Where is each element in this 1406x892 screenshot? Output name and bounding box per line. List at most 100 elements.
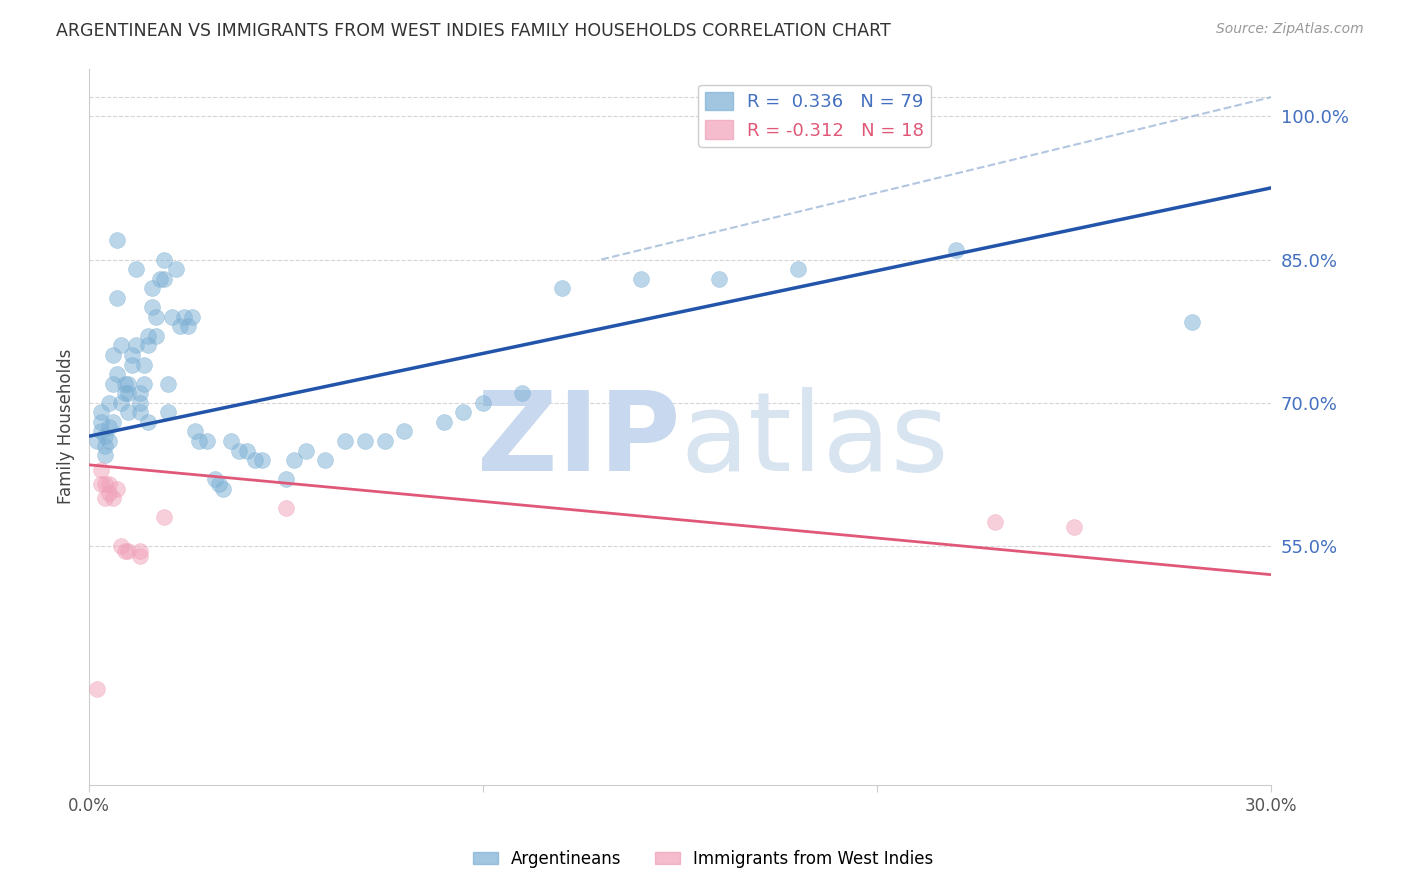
Point — [173, 310, 195, 324]
Point — [90, 425, 112, 439]
Point — [630, 271, 652, 285]
Point — [294, 443, 316, 458]
Point — [97, 486, 120, 500]
Point — [169, 319, 191, 334]
Point — [94, 477, 117, 491]
Point — [984, 515, 1007, 529]
Point — [129, 549, 152, 563]
Point — [90, 405, 112, 419]
Point — [97, 396, 120, 410]
Point — [136, 338, 159, 352]
Point — [121, 348, 143, 362]
Point — [90, 462, 112, 476]
Point — [274, 500, 297, 515]
Point — [1181, 315, 1204, 329]
Point — [1063, 520, 1085, 534]
Point — [354, 434, 377, 448]
Point — [335, 434, 357, 448]
Point — [117, 405, 139, 419]
Point — [394, 425, 416, 439]
Point — [243, 453, 266, 467]
Point — [125, 262, 148, 277]
Point — [176, 319, 198, 334]
Point — [141, 300, 163, 314]
Point — [156, 405, 179, 419]
Point — [145, 310, 167, 324]
Point — [121, 358, 143, 372]
Point — [228, 443, 250, 458]
Point — [433, 415, 456, 429]
Point — [86, 434, 108, 448]
Point — [101, 415, 124, 429]
Point — [204, 472, 226, 486]
Point — [145, 329, 167, 343]
Point — [156, 376, 179, 391]
Point — [153, 510, 176, 524]
Point — [105, 482, 128, 496]
Point — [472, 396, 495, 410]
Point — [136, 415, 159, 429]
Point — [97, 477, 120, 491]
Point — [101, 491, 124, 506]
Point — [94, 491, 117, 506]
Point — [114, 386, 136, 401]
Point — [129, 386, 152, 401]
Text: ARGENTINEAN VS IMMIGRANTS FROM WEST INDIES FAMILY HOUSEHOLDS CORRELATION CHART: ARGENTINEAN VS IMMIGRANTS FROM WEST INDI… — [56, 22, 891, 40]
Point — [141, 281, 163, 295]
Point — [117, 543, 139, 558]
Point — [101, 348, 124, 362]
Point — [110, 396, 132, 410]
Point — [153, 271, 176, 285]
Point — [212, 482, 235, 496]
Point — [283, 453, 305, 467]
Point — [110, 338, 132, 352]
Point — [129, 405, 152, 419]
Point — [208, 477, 231, 491]
Point — [235, 443, 257, 458]
Point — [94, 448, 117, 462]
Point — [86, 682, 108, 697]
Y-axis label: Family Households: Family Households — [58, 349, 75, 504]
Point — [709, 271, 731, 285]
Point — [97, 419, 120, 434]
Point — [90, 477, 112, 491]
Point — [101, 376, 124, 391]
Point — [153, 252, 176, 267]
Text: Source: ZipAtlas.com: Source: ZipAtlas.com — [1216, 22, 1364, 37]
Point — [551, 281, 574, 295]
Point — [110, 539, 132, 553]
Point — [114, 376, 136, 391]
Point — [129, 543, 152, 558]
Point — [125, 338, 148, 352]
Point — [165, 262, 187, 277]
Point — [97, 434, 120, 448]
Point — [160, 310, 183, 324]
Point — [945, 243, 967, 257]
Legend: Argentineans, Immigrants from West Indies: Argentineans, Immigrants from West Indie… — [465, 844, 941, 875]
Point — [134, 376, 156, 391]
Point — [105, 291, 128, 305]
Point — [117, 376, 139, 391]
Legend: R =  0.336   N = 79, R = -0.312   N = 18: R = 0.336 N = 79, R = -0.312 N = 18 — [699, 85, 931, 147]
Point — [117, 386, 139, 401]
Point — [787, 262, 810, 277]
Point — [374, 434, 396, 448]
Point — [188, 434, 211, 448]
Point — [94, 439, 117, 453]
Point — [114, 543, 136, 558]
Point — [134, 358, 156, 372]
Point — [129, 396, 152, 410]
Point — [314, 453, 336, 467]
Point — [136, 329, 159, 343]
Point — [512, 386, 534, 401]
Point — [453, 405, 475, 419]
Point — [149, 271, 172, 285]
Point — [94, 429, 117, 443]
Point — [105, 234, 128, 248]
Point — [184, 425, 207, 439]
Point — [219, 434, 242, 448]
Point — [274, 472, 297, 486]
Point — [195, 434, 218, 448]
Point — [180, 310, 202, 324]
Text: atlas: atlas — [681, 387, 949, 494]
